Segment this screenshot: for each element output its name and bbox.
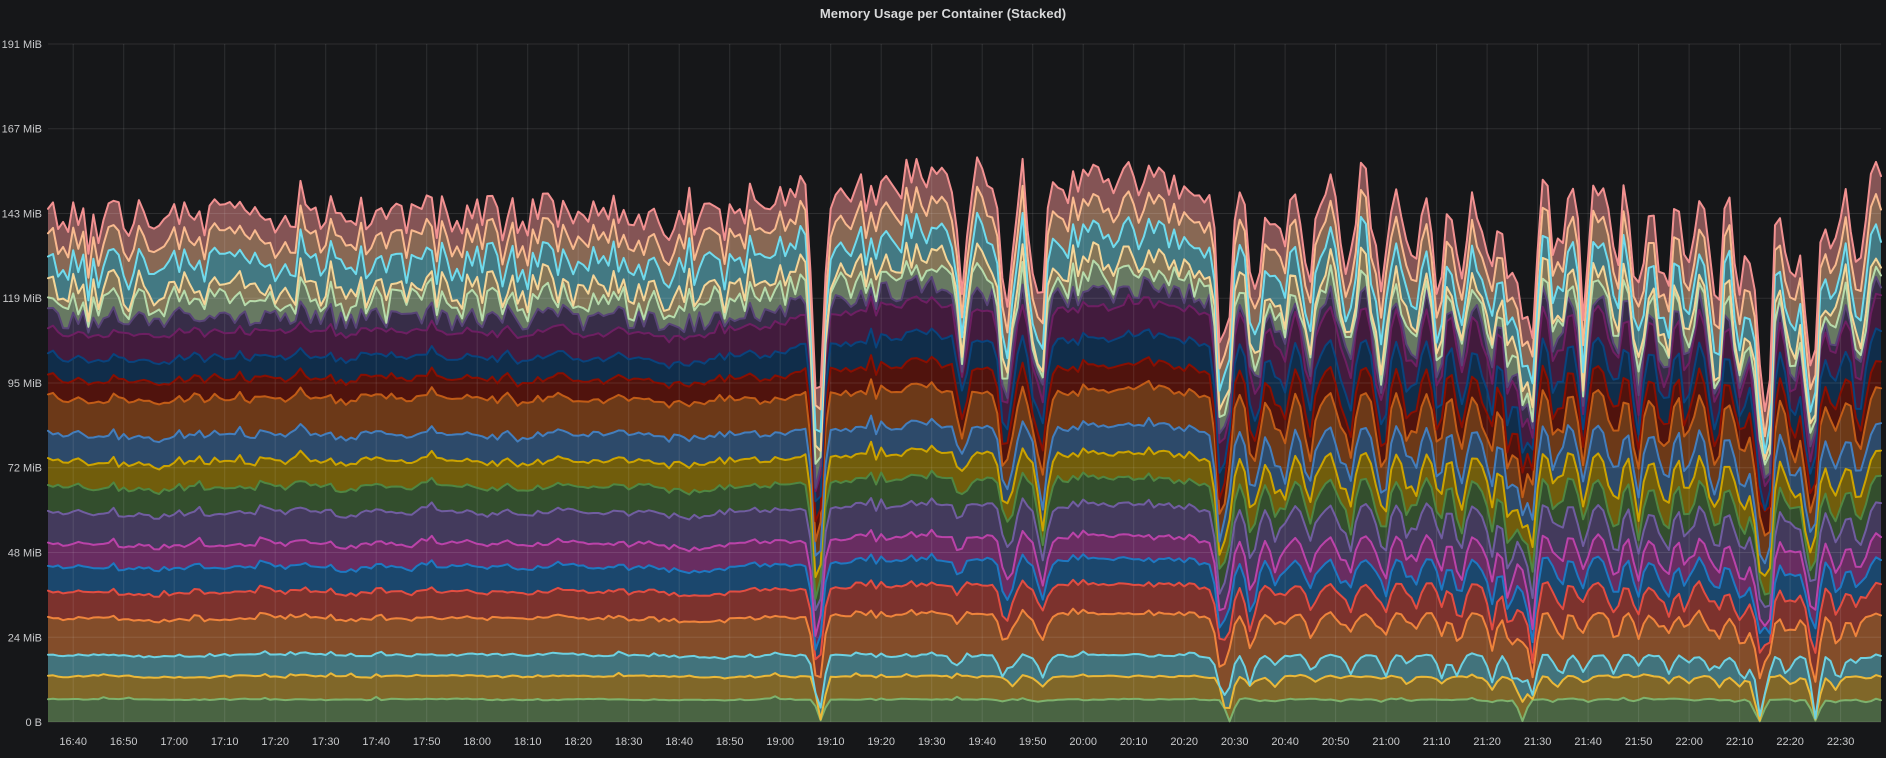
series-area xyxy=(48,498,1881,636)
series-area xyxy=(48,379,1881,564)
x-axis-tick-label: 19:40 xyxy=(968,736,996,748)
series-area xyxy=(48,529,1881,650)
y-axis-tick-label: 143 MiB xyxy=(2,209,42,221)
series-area xyxy=(48,651,1881,721)
grid-layer xyxy=(48,43,1881,723)
series-line xyxy=(47,211,1882,454)
x-axis-tick-label: 21:50 xyxy=(1625,736,1653,748)
series-area xyxy=(48,579,1881,682)
y-axis: 0 B 24 MiB 48 MiB 72 MiB 95 MiB 119 MiB 143 Mi… xyxy=(2,39,42,729)
y-axis-tick-label: 48 MiB xyxy=(8,548,42,560)
series-area xyxy=(48,696,1881,722)
x-axis-tick-label: 22:20 xyxy=(1776,736,1804,748)
series-area xyxy=(48,415,1881,577)
x-axis-tick-label: 18:10 xyxy=(514,736,542,748)
series-line xyxy=(47,354,1882,523)
series-line xyxy=(47,274,1882,489)
x-axis-tick-label: 20:00 xyxy=(1069,736,1097,748)
x-axis-tick-label: 20:40 xyxy=(1271,736,1299,748)
series-line xyxy=(47,578,1882,664)
x-axis-tick-label: 22:30 xyxy=(1827,736,1855,748)
series-area xyxy=(48,212,1881,460)
x-axis-tick-label: 19:50 xyxy=(1019,736,1047,748)
series-line xyxy=(47,528,1882,637)
series-line xyxy=(47,241,1882,461)
y-axis-tick-label: 191 MiB xyxy=(2,39,42,51)
x-axis: 16:40 16:50 17:00 17:10 17:20 17:30 17:40 17:50… xyxy=(59,736,1854,748)
series-line xyxy=(47,327,1882,511)
x-axis-tick-label: 17:20 xyxy=(261,736,289,748)
series-line xyxy=(47,671,1882,722)
x-axis-tick-label: 17:30 xyxy=(312,736,340,748)
x-axis-tick-label: 19:20 xyxy=(867,736,895,748)
series-line xyxy=(47,440,1882,578)
x-axis-tick-label: 19:30 xyxy=(918,736,946,748)
x-axis-tick-label: 18:30 xyxy=(615,736,643,748)
y-axis-tick-label: 95 MiB xyxy=(8,378,42,390)
x-axis-tick-label: 18:40 xyxy=(665,736,693,748)
x-axis-tick-label: 21:20 xyxy=(1473,736,1501,748)
x-axis-tick-label: 18:20 xyxy=(564,736,592,748)
series-line xyxy=(47,650,1882,720)
series-line xyxy=(47,156,1882,413)
series-area xyxy=(48,441,1881,599)
series-area xyxy=(48,608,1881,719)
series-line xyxy=(47,414,1882,565)
x-axis-tick-label: 20:10 xyxy=(1120,736,1148,748)
x-axis-tick-label: 21:30 xyxy=(1524,736,1552,748)
series-line xyxy=(47,184,1882,438)
x-axis-tick-label: 20:30 xyxy=(1221,736,1249,748)
x-axis-tick-label: 20:20 xyxy=(1170,736,1198,748)
series-lines-layer xyxy=(47,156,1882,723)
series-line xyxy=(47,497,1882,612)
x-axis-tick-label: 17:50 xyxy=(413,736,441,748)
y-axis-tick-label: 0 B xyxy=(25,717,42,729)
x-axis-tick-label: 17:00 xyxy=(160,736,188,748)
x-axis-tick-label: 16:50 xyxy=(110,736,138,748)
x-axis-tick-label: 16:40 xyxy=(59,736,87,748)
y-axis-tick-label: 72 MiB xyxy=(8,463,42,475)
series-area xyxy=(48,293,1881,510)
series-area xyxy=(48,672,1881,722)
x-axis-tick-label: 22:00 xyxy=(1675,736,1703,748)
x-axis-tick-label: 18:50 xyxy=(716,736,744,748)
x-axis-tick-label: 19:00 xyxy=(766,736,794,748)
series-area xyxy=(48,260,1881,488)
y-axis-tick-label: 119 MiB xyxy=(2,293,42,305)
series-line xyxy=(47,292,1882,493)
x-axis-tick-label: 17:10 xyxy=(211,736,239,748)
y-axis-tick-label: 167 MiB xyxy=(2,124,42,136)
x-axis-tick-label: 22:10 xyxy=(1726,736,1754,748)
series-line xyxy=(47,378,1882,543)
series-line xyxy=(47,695,1882,723)
x-axis-tick-label: 21:10 xyxy=(1423,736,1451,748)
series-area xyxy=(48,470,1881,611)
x-axis-tick-label: 19:10 xyxy=(817,736,845,748)
y-axis-tick-label: 24 MiB xyxy=(8,632,42,644)
x-axis-tick-label: 20:50 xyxy=(1322,736,1350,748)
series-area xyxy=(48,185,1881,453)
series-line xyxy=(47,552,1882,651)
series-line xyxy=(47,469,1882,600)
series-area xyxy=(48,553,1881,663)
x-axis-tick-label: 17:40 xyxy=(362,736,390,748)
x-axis-tick-label: 21:40 xyxy=(1574,736,1602,748)
panel-title[interactable]: Memory Usage per Container (Stacked) xyxy=(819,6,1067,21)
x-axis-tick-label: 18:00 xyxy=(463,736,491,748)
x-axis-tick-label: 21:00 xyxy=(1372,736,1400,748)
series-line xyxy=(47,607,1882,683)
